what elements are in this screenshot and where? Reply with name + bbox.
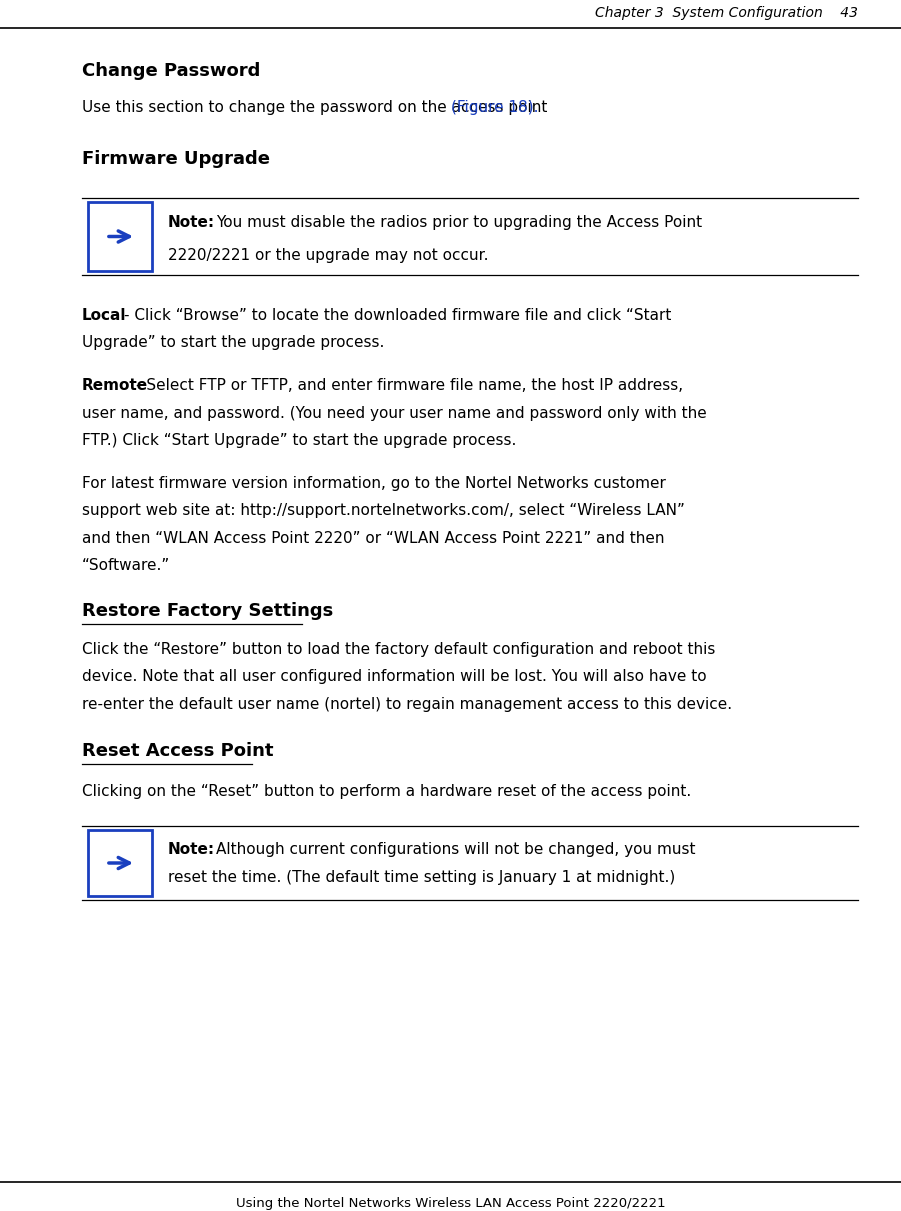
Bar — [88, 830, 152, 896]
Text: - Select FTP or TFTP, and enter firmware file name, the host IP address,: - Select FTP or TFTP, and enter firmware… — [136, 378, 683, 394]
Text: FTP.) Click “Start Upgrade” to start the upgrade process.: FTP.) Click “Start Upgrade” to start the… — [82, 434, 516, 448]
Text: (Figure 18).: (Figure 18). — [451, 101, 539, 115]
Text: Note:: Note: — [168, 842, 215, 857]
Text: Note:: Note: — [168, 216, 215, 230]
Text: support web site at: http://support.nortelnetworks.com/, select “Wireless LAN”: support web site at: http://support.nort… — [82, 503, 685, 518]
Bar — [88, 202, 152, 271]
Text: device. Note that all user configured information will be lost. You will also ha: device. Note that all user configured in… — [82, 668, 706, 684]
Text: Clicking on the “Reset” button to perform a hardware reset of the access point.: Clicking on the “Reset” button to perfor… — [82, 784, 691, 799]
Text: “Software.”: “Software.” — [82, 558, 170, 573]
Text: Restore Factory Settings: Restore Factory Settings — [82, 602, 333, 620]
Text: 2220/2221 or the upgrade may not occur.: 2220/2221 or the upgrade may not occur. — [168, 248, 488, 263]
Text: For latest firmware version information, go to the Nortel Networks customer: For latest firmware version information,… — [82, 476, 666, 490]
Text: Chapter 3  System Configuration    43: Chapter 3 System Configuration 43 — [595, 6, 858, 21]
Text: Firmware Upgrade: Firmware Upgrade — [82, 150, 270, 168]
Text: Reset Access Point: Reset Access Point — [82, 742, 274, 761]
Text: Use this section to change the password on the access point: Use this section to change the password … — [82, 101, 552, 115]
Text: user name, and password. (You need your user name and password only with the: user name, and password. (You need your … — [82, 406, 706, 421]
Text: Using the Nortel Networks Wireless LAN Access Point 2220/2221: Using the Nortel Networks Wireless LAN A… — [236, 1196, 665, 1210]
Text: Remote: Remote — [82, 378, 148, 394]
Text: You must disable the radios prior to upgrading the Access Point: You must disable the radios prior to upg… — [216, 216, 702, 230]
Text: Although current configurations will not be changed, you must: Although current configurations will not… — [216, 842, 696, 857]
Text: Click the “Restore” button to load the factory default configuration and reboot : Click the “Restore” button to load the f… — [82, 642, 715, 658]
Text: Change Password: Change Password — [82, 62, 260, 80]
Text: reset the time. (The default time setting is January 1 at midnight.): reset the time. (The default time settin… — [168, 869, 675, 885]
Text: re-enter the default user name (nortel) to regain management access to this devi: re-enter the default user name (nortel) … — [82, 698, 733, 712]
Text: and then “WLAN Access Point 2220” or “WLAN Access Point 2221” and then: and then “WLAN Access Point 2220” or “WL… — [82, 530, 665, 546]
Text: Upgrade” to start the upgrade process.: Upgrade” to start the upgrade process. — [82, 335, 385, 350]
Text: Local: Local — [82, 308, 126, 323]
Text: - Click “Browse” to locate the downloaded firmware file and click “Start: - Click “Browse” to locate the downloade… — [124, 308, 671, 323]
